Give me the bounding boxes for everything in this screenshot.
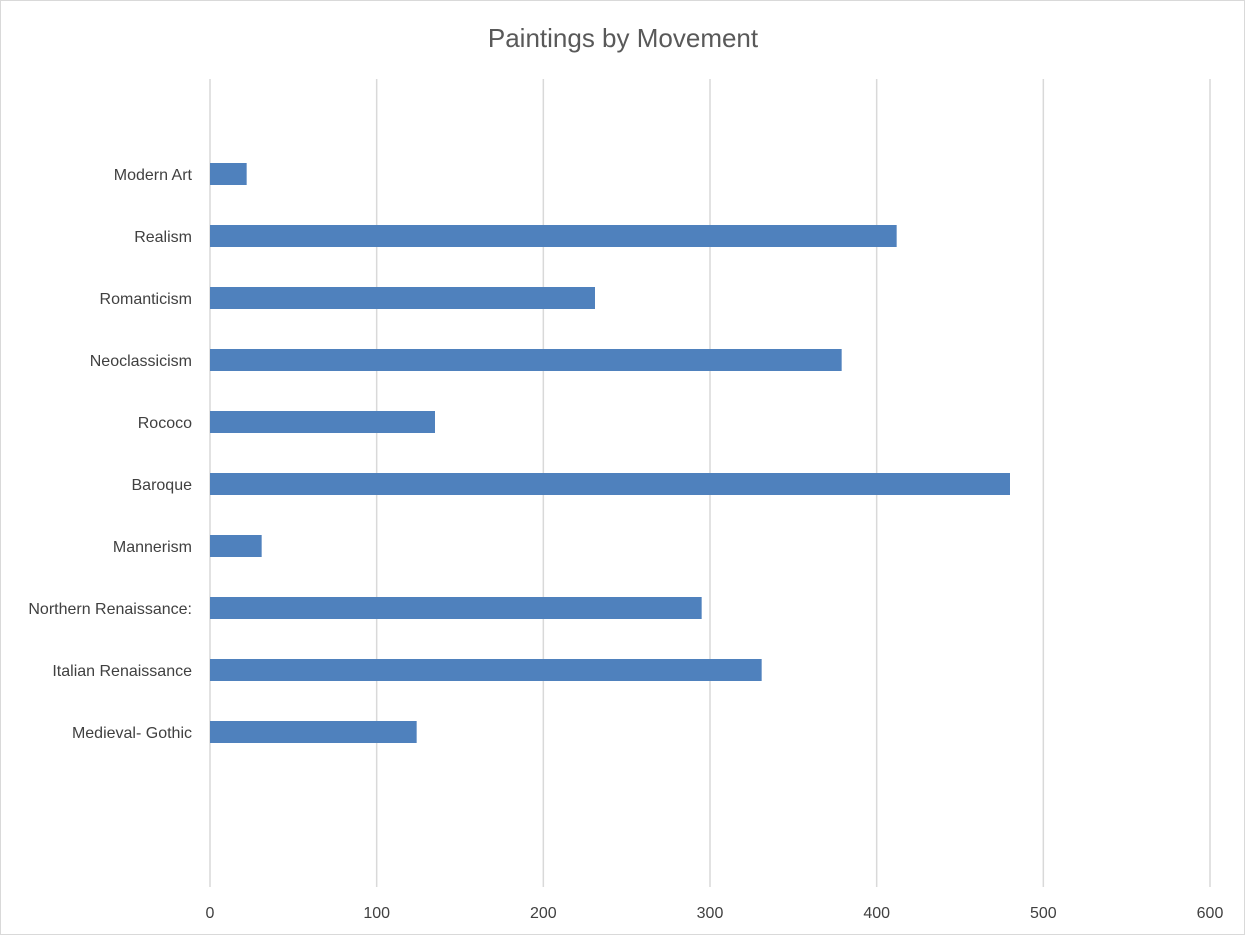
x-tick-label: 300 <box>697 905 724 922</box>
bar <box>210 473 1010 495</box>
bar <box>210 659 762 681</box>
x-tick-label: 0 <box>206 905 215 922</box>
bar <box>210 721 417 743</box>
x-tick-label: 200 <box>530 905 557 922</box>
category-label: Modern Art <box>114 167 193 184</box>
bars <box>210 163 1010 743</box>
category-label: Neoclassicism <box>90 353 192 370</box>
category-labels: Medieval- Gothic Italian Renaissance North… <box>28 167 192 742</box>
bar <box>210 411 435 433</box>
bar <box>210 349 842 371</box>
category-label: Mannerism <box>113 539 192 556</box>
bar <box>210 225 897 247</box>
bar <box>210 535 262 557</box>
category-label: Italian Renaissance <box>52 663 192 680</box>
x-tick-label: 500 <box>1030 905 1057 922</box>
category-label: Baroque <box>132 477 193 494</box>
bar <box>210 287 595 309</box>
category-label: Realism <box>134 229 192 246</box>
category-label: Medieval- Gothic <box>72 725 192 742</box>
category-label: Rococo <box>138 415 192 432</box>
bar <box>210 597 702 619</box>
x-tick-label: 400 <box>863 905 890 922</box>
category-label: Romanticism <box>100 291 192 308</box>
category-label: Northern Renaissance: <box>28 601 192 618</box>
x-tick-label: 100 <box>363 905 390 922</box>
chart-title: Paintings by Movement <box>488 23 759 53</box>
x-tick-labels: 0 100 200 300 400 500 600 <box>206 905 1224 922</box>
x-tick-label: 600 <box>1197 905 1224 922</box>
bar <box>210 163 247 185</box>
